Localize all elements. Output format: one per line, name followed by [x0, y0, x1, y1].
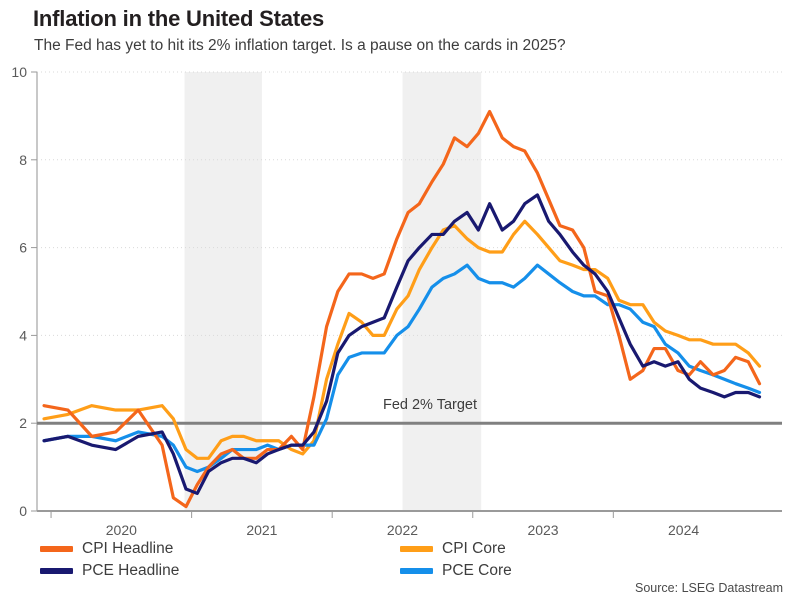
legend-item-pce-headline[interactable]: PCE Headline: [40, 560, 179, 582]
series-line-cpi-headline: [42, 109, 762, 509]
series-line-pce-headline: [42, 193, 762, 496]
legend-label: PCE Core: [442, 562, 512, 580]
legend-item-cpi-core[interactable]: CPI Core: [400, 538, 512, 560]
shaded-band: [402, 72, 482, 511]
legend-swatch-icon: [40, 568, 73, 574]
y-axis-tick-label: 0: [19, 503, 27, 519]
legend-column-right: CPI Core PCE Core: [400, 538, 512, 582]
series-line-pce-core: [42, 263, 762, 474]
x-axis-tick-label: 2023: [527, 522, 558, 538]
x-axis-tick-label: 2024: [668, 522, 699, 538]
y-axis-tick-label: 10: [11, 64, 27, 80]
legend-label: PCE Headline: [82, 562, 180, 580]
page-title: Inflation in the United States: [33, 6, 325, 31]
legend-swatch-icon: [400, 546, 433, 552]
legend-swatch-icon: [400, 568, 433, 574]
y-axis-tick-label: 6: [19, 240, 27, 256]
series-line-cpi-core: [42, 219, 762, 460]
reference-line-label: Fed 2% Target: [383, 397, 477, 413]
chart-subtitle: The Fed has yet to hit its 2% inflation …: [34, 37, 566, 54]
x-axis-tick-label: 2020: [106, 522, 137, 538]
shaded-band: [184, 72, 262, 511]
legend-column-left: CPI Headline PCE Headline: [40, 538, 179, 582]
legend-label: CPI Headline: [82, 540, 174, 558]
source-attribution: Source: LSEG Datastream: [635, 581, 783, 595]
x-axis-tick-label: 2022: [387, 522, 418, 538]
y-axis-tick-label: 8: [19, 152, 27, 168]
legend-item-cpi-headline[interactable]: CPI Headline: [40, 538, 179, 560]
legend-label: CPI Core: [442, 540, 506, 558]
legend-item-pce-core[interactable]: PCE Core: [400, 560, 512, 582]
x-axis-tick-label: 2021: [246, 522, 277, 538]
legend-swatch-icon: [40, 546, 73, 552]
chart-legend: CPI Headline PCE Headline CPI Core PCE C…: [0, 538, 801, 583]
y-axis-tick-label: 4: [19, 327, 27, 343]
y-axis-tick-label: 2: [19, 415, 27, 431]
